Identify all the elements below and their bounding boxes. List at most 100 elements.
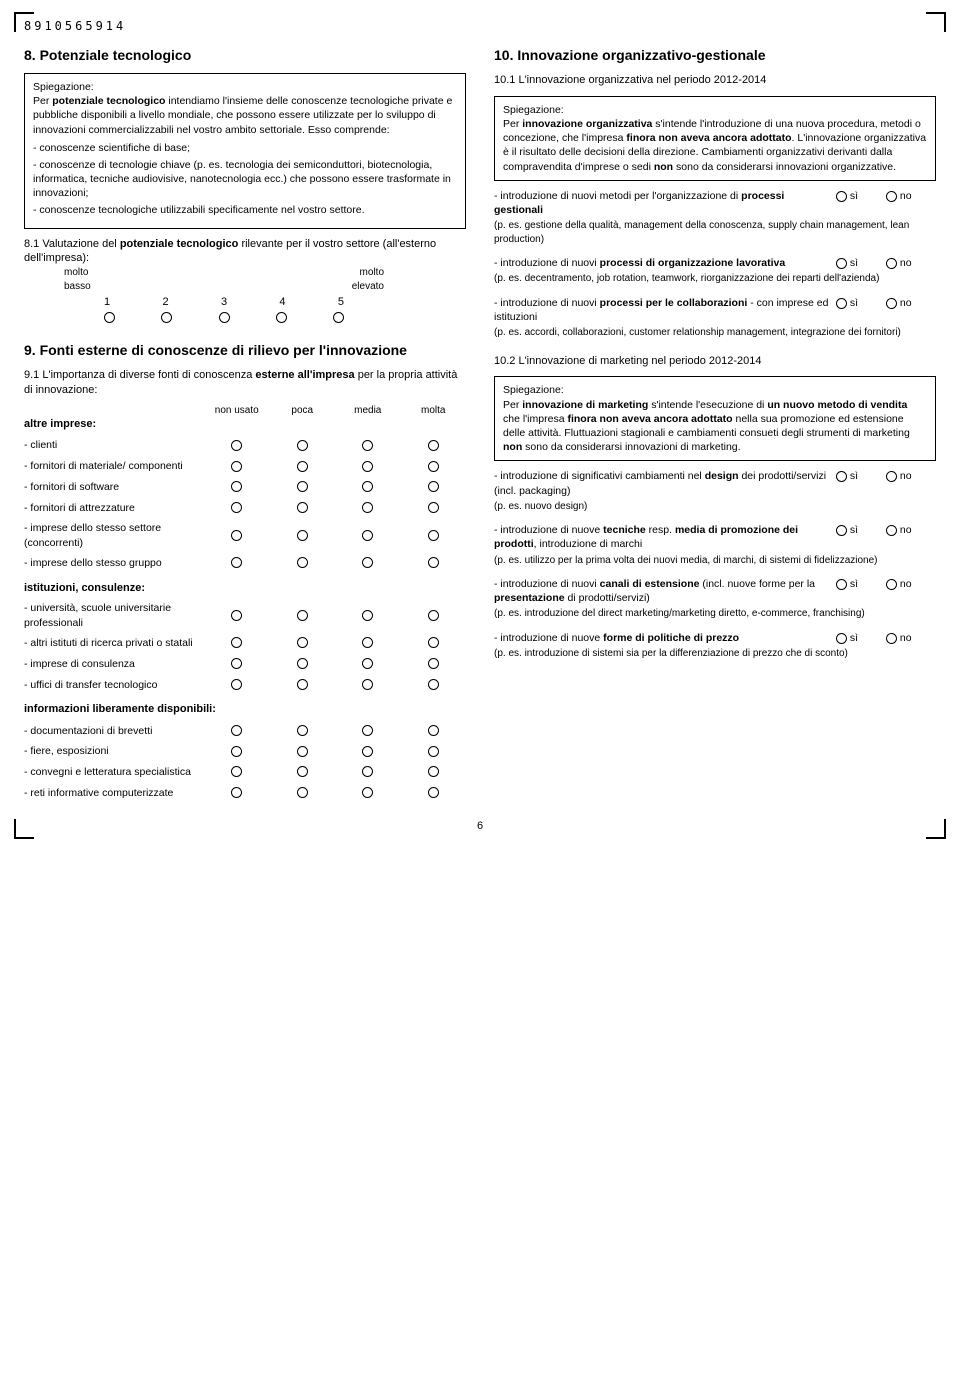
q101-no-radio[interactable] (886, 258, 897, 269)
q91-g2-radio[interactable] (428, 637, 439, 648)
q91-g2-radio[interactable] (428, 610, 439, 621)
q91-g1-row: - imprese dello stesso settore (concorre… (24, 521, 466, 549)
q91-g3-radio[interactable] (428, 725, 439, 736)
q102-no-label: no (897, 524, 912, 536)
q91-g2-radio[interactable] (231, 658, 242, 669)
q101-yes-radio[interactable] (836, 191, 847, 202)
q102-no-radio[interactable] (886, 633, 897, 644)
q91-g3-radio[interactable] (362, 787, 373, 798)
q91-g1-radio[interactable] (231, 481, 242, 492)
q91-g1-row: - fornitori di materiale/ componenti (24, 459, 466, 474)
q91-g3-radio[interactable] (362, 725, 373, 736)
q91-g2-radio[interactable] (297, 679, 308, 690)
q102-row: - introduzione di nuovi canali di estens… (494, 577, 936, 605)
q91-g3-radio[interactable] (231, 725, 242, 736)
scale-num: 1 (104, 295, 110, 310)
q101-yes-radio[interactable] (836, 298, 847, 309)
q91-g1-radio[interactable] (297, 530, 308, 541)
q91-g3-radio[interactable] (297, 746, 308, 757)
q91-g1-radio[interactable] (362, 461, 373, 472)
q91-g1-radio[interactable] (297, 440, 308, 451)
q91-g2-radio[interactable] (231, 637, 242, 648)
q91-g3-radio[interactable] (297, 725, 308, 736)
q102-no-radio[interactable] (886, 525, 897, 536)
q81-radio-1[interactable] (104, 312, 115, 323)
q91-g1-row: - imprese dello stesso gruppo (24, 556, 466, 571)
q91-g2-radio[interactable] (362, 658, 373, 669)
q91-g1-radio[interactable] (231, 557, 242, 568)
q91-g3-label: - fiere, esposizioni (24, 744, 204, 758)
q102-yes-radio[interactable] (836, 525, 847, 536)
q91-g3-radio[interactable] (362, 766, 373, 777)
q91-g3-radio[interactable] (231, 746, 242, 757)
q102-row: - introduzione di nuove tecniche resp. m… (494, 523, 936, 551)
q91-g1-radio[interactable] (428, 481, 439, 492)
q81-radio-4[interactable] (276, 312, 287, 323)
q91-g2-radio[interactable] (428, 658, 439, 669)
q91-g3-radio[interactable] (231, 766, 242, 777)
q91-g2-radio[interactable] (231, 679, 242, 690)
q91-g1-radio[interactable] (297, 461, 308, 472)
q81-radio-5[interactable] (333, 312, 344, 323)
q101-no-radio[interactable] (886, 298, 897, 309)
q91-g1-radio[interactable] (428, 502, 439, 513)
q91-g3-radio[interactable] (231, 787, 242, 798)
q102-yes-radio[interactable] (836, 471, 847, 482)
q81-radio-3[interactable] (219, 312, 230, 323)
q91-g1-radio[interactable] (231, 530, 242, 541)
explain-label: Spiegazione: (503, 383, 927, 397)
q91-g1-radio[interactable] (297, 502, 308, 513)
q91-g1-radio[interactable] (297, 481, 308, 492)
q91-g1-radio[interactable] (362, 557, 373, 568)
q91-g1-radio[interactable] (428, 440, 439, 451)
q102-label: - introduzione di significativi cambiame… (494, 469, 836, 497)
q91-g3-radio[interactable] (297, 766, 308, 777)
q102-no-radio[interactable] (886, 579, 897, 590)
q81-radio-2[interactable] (161, 312, 172, 323)
q101-no-radio[interactable] (886, 191, 897, 202)
q102-yes-label: sì (847, 632, 858, 644)
q91-g3-radio[interactable] (428, 766, 439, 777)
explain-label: Spiegazione: (33, 80, 457, 94)
q91-g3-label: - reti informative computerizzate (24, 786, 204, 800)
q91-g2-radio[interactable] (297, 610, 308, 621)
q102-note: (p. es. introduzione del direct marketin… (494, 607, 936, 621)
q101-yes-radio[interactable] (836, 258, 847, 269)
scale-num: 2 (162, 295, 168, 310)
q102-no-radio[interactable] (886, 471, 897, 482)
q91-g1-radio[interactable] (428, 530, 439, 541)
q91-g3-radio[interactable] (362, 746, 373, 757)
q91-g1-radio[interactable] (231, 440, 242, 451)
q91-g1-radio[interactable] (428, 557, 439, 568)
q91-g1-radio[interactable] (362, 502, 373, 513)
q91-g2-label: - imprese di consulenza (24, 657, 204, 671)
q91-g1-row: - clienti (24, 438, 466, 453)
q91-g1-radio[interactable] (362, 440, 373, 451)
q91-g1-radio[interactable] (362, 530, 373, 541)
q91-g1-radio[interactable] (297, 557, 308, 568)
q91-g2-radio[interactable] (231, 610, 242, 621)
q102-yes-radio[interactable] (836, 579, 847, 590)
q91-g2-radio[interactable] (297, 658, 308, 669)
q91-g1-radio[interactable] (428, 461, 439, 472)
q91-g3-radio[interactable] (428, 787, 439, 798)
q91-g2-label: - altri istituti di ricerca privati o st… (24, 636, 204, 650)
q101-label: - introduzione di nuovi metodi per l'org… (494, 189, 836, 217)
q91-text: 9.1 L'importanza di diverse fonti di con… (24, 368, 466, 398)
q102-row: - introduzione di nuove forme di politic… (494, 631, 936, 645)
q91-g3-radio[interactable] (297, 787, 308, 798)
q91-g2-radio[interactable] (362, 679, 373, 690)
q91-g2-radio[interactable] (362, 610, 373, 621)
right-column: 10. Innovazione organizzativo-gestionale… (494, 40, 936, 806)
q102-yes-radio[interactable] (836, 633, 847, 644)
bullet: - conoscenze di tecnologie chiave (p. es… (33, 158, 457, 201)
q91-g1-radio[interactable] (231, 502, 242, 513)
q91-g2-radio[interactable] (428, 679, 439, 690)
q91-g3-row: - convegni e letteratura specialistica (24, 765, 466, 780)
q91-g2-radio[interactable] (297, 637, 308, 648)
explain-text: Per innovazione organizzativa s'intende … (503, 117, 927, 174)
q91-g3-radio[interactable] (428, 746, 439, 757)
q91-g1-radio[interactable] (231, 461, 242, 472)
q91-g1-radio[interactable] (362, 481, 373, 492)
q91-g2-radio[interactable] (362, 637, 373, 648)
